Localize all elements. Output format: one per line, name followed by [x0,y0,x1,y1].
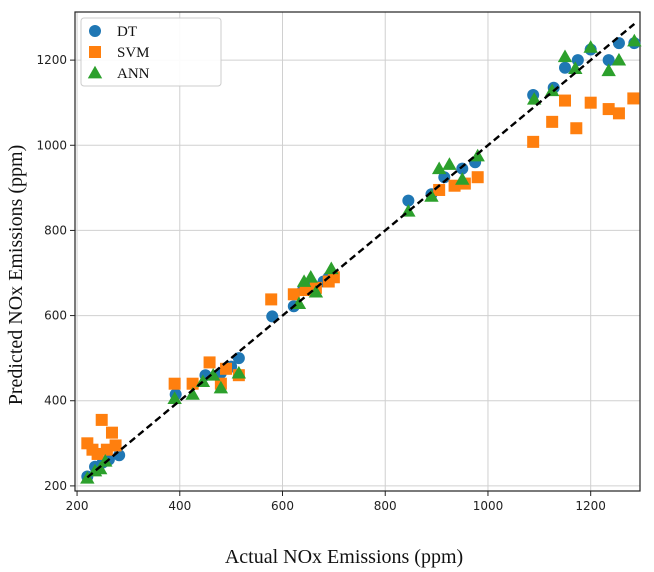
data-point-svm [168,377,181,390]
data-point-svm [203,356,216,369]
series-ann [80,33,642,484]
data-point-dt [266,310,279,323]
x-tick-label: 600 [271,499,294,513]
data-point-ann [568,61,583,75]
data-point-svm [95,413,108,426]
data-point-svm [471,171,484,184]
data-point-svm [287,288,300,301]
data-point-svm [559,94,572,107]
legend-marker-dt [89,25,101,37]
data-point-dt [402,194,415,207]
data-point-svm [220,362,233,375]
y-tick-label: 800 [44,223,67,237]
reference-line [86,22,636,479]
y-axis-title: Predicted NOx Emissions (ppm) [5,145,27,406]
y-tick-label: 1000 [36,138,67,152]
data-point-ann [424,189,439,202]
data-point-ann [308,284,324,298]
data-point-dt [602,54,615,67]
data-point-svm [612,107,625,120]
legend-marker-svm [89,46,101,58]
x-tick-label: 1200 [575,499,606,513]
data-point-ann [431,161,447,175]
series-svm [81,92,640,460]
series-dt [81,37,641,483]
data-point-ann [231,365,247,379]
data-point-ann [601,63,616,77]
axis-ticks: 200 400 600 800 1000 1200 200 400 600 800 1000 1200 [36,53,606,513]
data-point-svm [546,115,559,128]
data-point-svm [91,447,104,460]
data-point-svm [584,96,597,109]
data-point-svm [627,92,640,105]
data-point-ann [627,33,642,47]
data-points [80,33,642,484]
legend-label-ann: ANN [117,66,150,82]
data-point-ann [557,49,573,63]
x-tick-label: 1000 [473,499,504,513]
data-point-svm [327,271,340,284]
legend-box [80,17,222,87]
x-tick-label: 800 [374,499,397,513]
legend-marker-ann [87,65,103,79]
data-point-ann [442,157,457,170]
data-point-ann [167,391,182,405]
data-point-dt [456,162,469,175]
data-point-ann [303,270,318,283]
x-tick-label: 400 [168,499,191,513]
data-point-svm [186,377,199,390]
data-point-svm [265,293,278,306]
data-point-ann [611,52,627,66]
data-point-ann [296,274,312,287]
data-point-svm [602,103,615,116]
x-tick-label: 200 [66,499,89,513]
plot-frame [74,11,641,492]
data-point-ann [544,83,560,97]
legend: DT SVM ANN [80,17,222,87]
x-axis-title: Actual NOx Emissions (ppm) [225,546,463,568]
y-tick-label: 200 [44,479,67,493]
y-tick-label: 400 [44,394,67,408]
data-point-svm [570,122,583,135]
data-point-ann [526,92,542,105]
data-point-svm [527,135,540,148]
legend-label-dt: DT [117,24,137,40]
data-point-svm [105,426,118,439]
data-point-svm [109,439,122,452]
data-point-ann [455,172,470,185]
data-point-ann [98,453,113,467]
data-point-ann [185,387,200,400]
y-tick-label: 600 [44,309,67,323]
data-point-ann [583,40,598,53]
y-tick-label: 1200 [36,53,67,67]
data-point-dt [559,61,572,74]
data-point-ann [213,380,229,394]
legend-label-svm: SVM [117,45,150,61]
